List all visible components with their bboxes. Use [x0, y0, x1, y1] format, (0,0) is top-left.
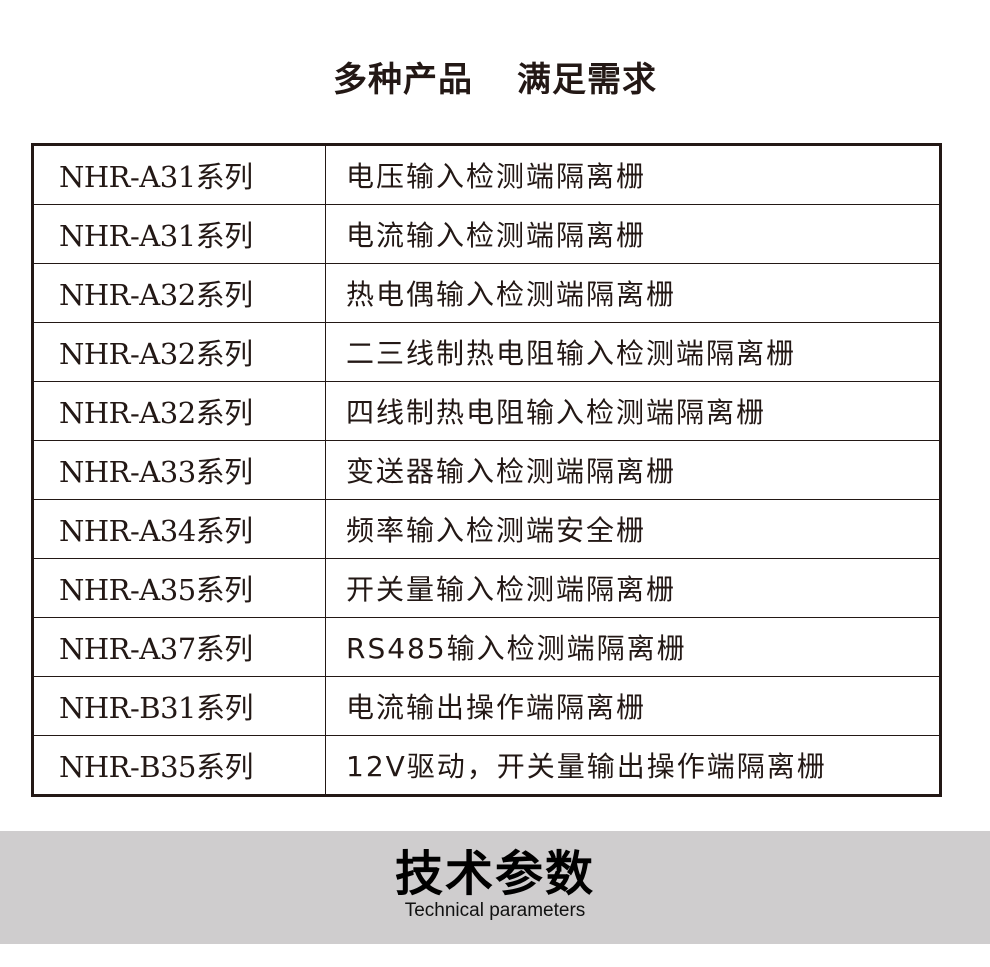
- description-cell: 电流输出操作端隔离栅: [325, 676, 941, 736]
- description-cell: 电压输入检测端隔离栅: [325, 144, 941, 205]
- series-cell: NHR-A34系列: [32, 499, 326, 559]
- table-row: NHR-A32系列 四线制热电阻输入检测端隔离栅: [32, 381, 941, 441]
- table-row: NHR-A34系列 频率输入检测端安全栅: [32, 499, 941, 559]
- series-cell: NHR-B35系列: [32, 735, 326, 796]
- table-row: NHR-B31系列 电流输出操作端隔离栅: [32, 676, 941, 736]
- series-cell: NHR-A31系列: [32, 144, 326, 205]
- description-cell: 热电偶输入检测端隔离栅: [325, 263, 941, 323]
- section-title: 技术参数: [394, 846, 595, 902]
- table-row: NHR-A32系列 热电偶输入检测端隔离栅: [32, 263, 941, 323]
- series-cell: NHR-A32系列: [32, 263, 326, 323]
- table-row: NHR-A32系列 二三线制热电阻输入检测端隔离栅: [32, 322, 941, 382]
- series-cell: NHR-B31系列: [32, 676, 326, 736]
- series-cell: NHR-A31系列: [32, 204, 326, 264]
- section-header-band: 技术参数 Technical parameters: [0, 831, 990, 944]
- title-right: 满足需求: [517, 60, 657, 100]
- series-cell: NHR-A33系列: [32, 440, 326, 500]
- title-left: 多种产品: [333, 60, 473, 100]
- series-cell: NHR-A37系列: [32, 617, 326, 677]
- description-cell: 变送器输入检测端隔离栅: [325, 440, 941, 500]
- table-row: NHR-A31系列 电压输入检测端隔离栅: [32, 144, 941, 205]
- series-cell: NHR-A32系列: [32, 381, 326, 441]
- series-cell: NHR-A35系列: [32, 558, 326, 618]
- table-row: NHR-A35系列 开关量输入检测端隔离栅: [32, 558, 941, 618]
- description-cell: 四线制热电阻输入检测端隔离栅: [325, 381, 941, 441]
- page-title: 多种产品 满足需求: [0, 52, 990, 101]
- description-cell: 频率输入检测端安全栅: [325, 499, 941, 559]
- description-cell: 12V驱动，开关量输出操作端隔离栅: [325, 735, 941, 796]
- description-cell: 开关量输入检测端隔离栅: [325, 558, 941, 618]
- table-row: NHR-A37系列 RS485输入检测端隔离栅: [32, 617, 941, 677]
- description-cell: 二三线制热电阻输入检测端隔离栅: [325, 322, 941, 382]
- description-cell: RS485输入检测端隔离栅: [325, 617, 941, 677]
- product-table: NHR-A31系列 电压输入检测端隔离栅 NHR-A31系列 电流输入检测端隔离栅 NH…: [31, 143, 942, 797]
- series-cell: NHR-A32系列: [32, 322, 326, 382]
- section-subtitle: Technical parameters: [404, 900, 586, 921]
- table-row: NHR-A33系列 变送器输入检测端隔离栅: [32, 440, 941, 500]
- description-cell: 电流输入检测端隔离栅: [325, 204, 941, 264]
- table-row: NHR-B35系列 12V驱动，开关量输出操作端隔离栅: [32, 735, 941, 796]
- table-row: NHR-A31系列 电流输入检测端隔离栅: [32, 204, 941, 264]
